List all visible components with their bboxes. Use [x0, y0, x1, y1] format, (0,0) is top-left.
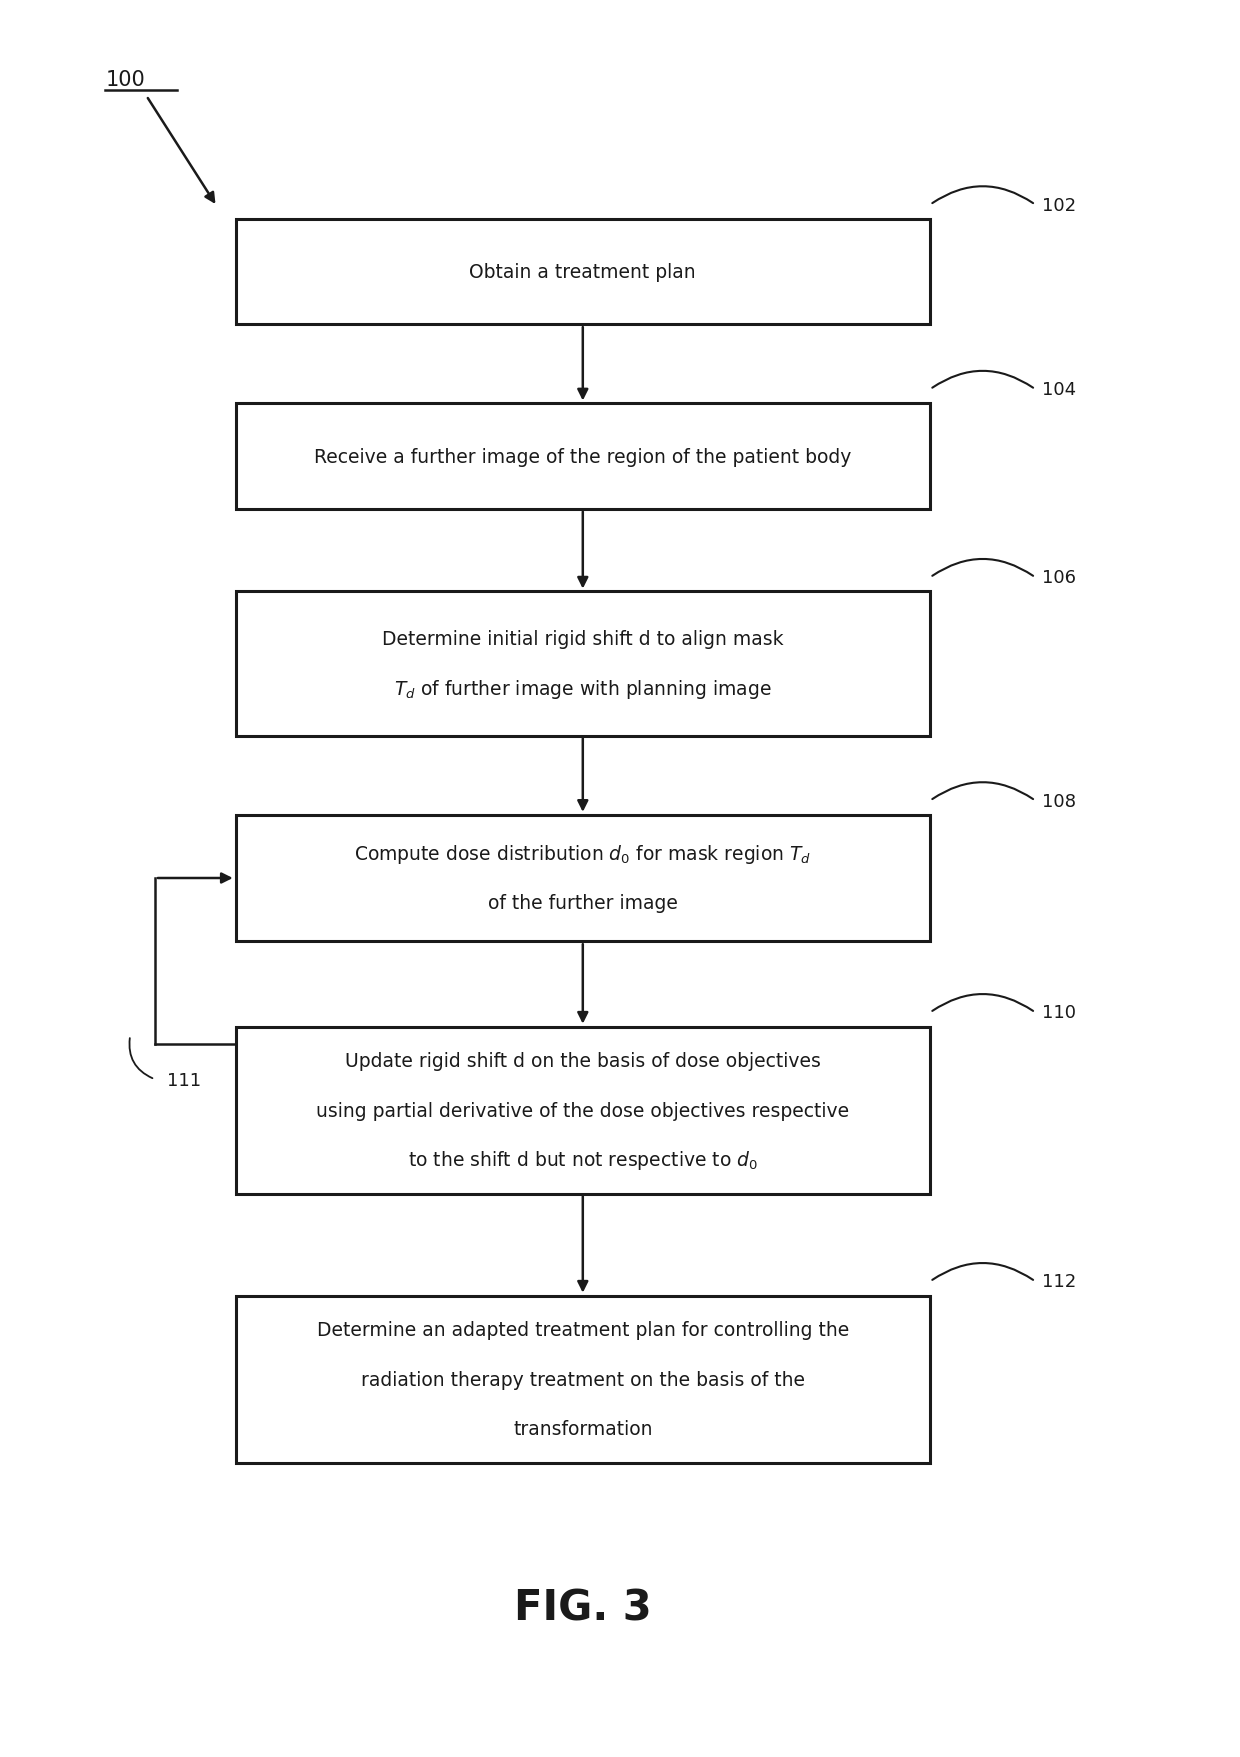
Text: of the further image: of the further image — [487, 894, 678, 912]
Text: $T_d$ of further image with planning image: $T_d$ of further image with planning ima… — [394, 676, 771, 701]
Text: 111: 111 — [167, 1072, 202, 1089]
Text: 112: 112 — [1042, 1272, 1076, 1291]
Text: using partial derivative of the dose objectives respective: using partial derivative of the dose obj… — [316, 1102, 849, 1119]
Text: 110: 110 — [1042, 1003, 1075, 1023]
FancyBboxPatch shape — [236, 220, 930, 325]
FancyBboxPatch shape — [236, 815, 930, 942]
Text: radiation therapy treatment on the basis of the: radiation therapy treatment on the basis… — [361, 1370, 805, 1388]
Text: 108: 108 — [1042, 792, 1075, 810]
FancyBboxPatch shape — [236, 404, 930, 510]
Text: 106: 106 — [1042, 569, 1075, 587]
Text: Obtain a treatment plan: Obtain a treatment plan — [470, 264, 696, 281]
Text: Update rigid shift d on the basis of dose objectives: Update rigid shift d on the basis of dos… — [345, 1052, 821, 1070]
FancyBboxPatch shape — [236, 592, 930, 736]
Text: 100: 100 — [105, 70, 145, 90]
Text: Receive a further image of the region of the patient body: Receive a further image of the region of… — [314, 448, 852, 466]
FancyBboxPatch shape — [236, 1026, 930, 1195]
Text: Compute dose distribution $d_0$ for mask region $T_d$: Compute dose distribution $d_0$ for mask… — [355, 842, 811, 866]
Text: transformation: transformation — [513, 1420, 652, 1437]
FancyBboxPatch shape — [236, 1297, 930, 1462]
Text: Determine an adapted treatment plan for controlling the: Determine an adapted treatment plan for … — [316, 1321, 849, 1339]
Text: FIG. 3: FIG. 3 — [513, 1587, 652, 1629]
Text: 102: 102 — [1042, 197, 1076, 214]
Text: 104: 104 — [1042, 381, 1076, 399]
Text: to the shift d but not respective to $d_0$: to the shift d but not respective to $d_… — [408, 1147, 758, 1172]
Text: Determine initial rigid shift d to align mask: Determine initial rigid shift d to align… — [382, 631, 784, 648]
